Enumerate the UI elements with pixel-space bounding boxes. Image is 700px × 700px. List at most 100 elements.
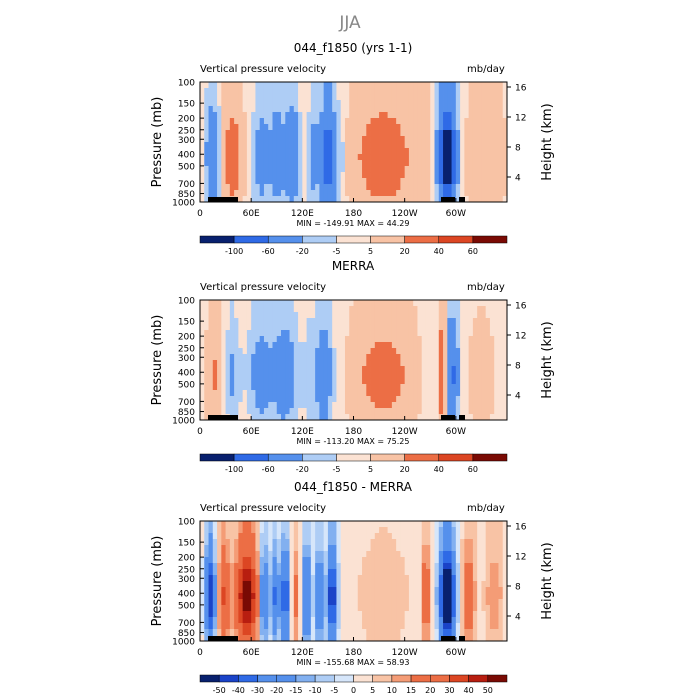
- heatmap-cell: [387, 318, 393, 325]
- heatmap-cell: [472, 360, 478, 367]
- heatmap-cell: [212, 581, 218, 588]
- heatmap-cell: [391, 617, 397, 624]
- heatmap-cell: [229, 124, 235, 131]
- heatmap-cell: [438, 106, 444, 113]
- heatmap-cell: [251, 136, 256, 143]
- heatmap-cell: [259, 160, 265, 167]
- heatmap-cell: [438, 366, 444, 373]
- heatmap-cell: [464, 402, 470, 409]
- heatmap-cell: [430, 533, 435, 540]
- heatmap-cell: [400, 184, 406, 191]
- heatmap-cell: [357, 190, 363, 197]
- heatmap-cell: [485, 136, 491, 143]
- heatmap-cell: [485, 629, 491, 636]
- heatmap-cell: [468, 124, 474, 131]
- heatmap-cell: [204, 569, 209, 576]
- heatmap-cell: [494, 599, 499, 606]
- heatmap-cell: [332, 166, 337, 173]
- heatmap-cell: [229, 142, 235, 149]
- heatmap-cell: [451, 106, 457, 113]
- heatmap-cell: [417, 136, 423, 143]
- heatmap-cell: [396, 178, 401, 185]
- heatmap-cell: [293, 557, 299, 564]
- panel-subtitle-right: mb/day: [467, 64, 505, 75]
- heatmap-cell: [336, 533, 342, 540]
- heatmap-cell: [443, 575, 448, 582]
- heatmap-cell: [443, 88, 448, 95]
- heatmap-cell: [425, 324, 431, 331]
- heatmap-cell: [379, 384, 384, 391]
- heatmap-cell: [246, 88, 252, 95]
- heatmap-cell: [396, 160, 401, 167]
- heatmap-cell: [417, 617, 423, 624]
- heatmap-cell: [319, 617, 325, 624]
- heatmap-cell: [298, 172, 303, 179]
- heatmap-cell: [217, 396, 222, 403]
- heatmap-cell: [323, 545, 329, 552]
- heatmap-cell: [447, 190, 452, 197]
- heatmap-cell: [400, 611, 406, 618]
- heatmap-cell: [315, 587, 320, 594]
- heatmap-cell: [468, 635, 474, 642]
- heatmap-cell: [353, 545, 359, 552]
- heatmap-cell: [379, 396, 384, 403]
- heatmap-cell: [298, 563, 303, 570]
- heatmap-cell: [332, 408, 337, 415]
- heatmap-cell: [494, 551, 499, 558]
- heatmap-cell: [425, 88, 431, 95]
- heatmap-cell: [400, 330, 406, 337]
- heatmap-cell: [344, 196, 350, 203]
- heatmap-cell: [391, 318, 397, 325]
- heatmap-cell: [447, 629, 452, 636]
- heatmap-cell: [327, 130, 333, 137]
- heatmap-cell: [434, 324, 440, 331]
- colorbar-label: -60: [262, 465, 275, 474]
- heatmap-cell: [425, 521, 431, 528]
- heatmap-cell: [238, 623, 244, 630]
- heatmap-cell: [319, 300, 325, 307]
- heatmap-cell: [468, 557, 474, 564]
- heatmap-cell: [285, 533, 290, 540]
- heatmap-cell: [447, 112, 452, 119]
- heatmap-cell: [255, 330, 261, 337]
- heatmap-cell: [255, 124, 261, 131]
- heatmap-cell: [464, 88, 470, 95]
- heatmap-cell: [468, 94, 474, 101]
- heatmap-cell: [302, 306, 307, 313]
- heatmap-cell: [434, 360, 440, 367]
- heatmap-cell: [485, 318, 491, 325]
- heatmap-cell: [357, 366, 363, 373]
- heatmap-cell: [336, 154, 342, 161]
- heatmap-cell: [293, 318, 299, 325]
- heatmap-cell: [438, 172, 444, 179]
- heatmap-cell: [468, 521, 474, 528]
- heatmap-cell: [408, 82, 414, 89]
- heatmap-cell: [460, 551, 465, 558]
- heatmap-cell: [353, 342, 359, 349]
- heatmap-cell: [443, 563, 448, 570]
- heatmap-cell: [455, 324, 461, 331]
- heatmap-cell: [263, 360, 269, 367]
- heatmap-cell: [225, 521, 231, 528]
- heatmap-cell: [204, 106, 209, 113]
- heatmap-cell: [366, 623, 371, 630]
- heatmap-cell: [421, 521, 427, 528]
- heatmap-cell: [336, 336, 342, 343]
- heatmap-cell: [357, 617, 363, 624]
- heatmap-cell: [302, 172, 307, 179]
- y-tick-label: 150: [178, 100, 195, 110]
- heatmap-cell: [447, 330, 452, 337]
- heatmap-cell: [400, 318, 406, 325]
- heatmap-cell: [485, 360, 491, 367]
- heatmap-cell: [302, 136, 307, 143]
- heatmap-cell: [498, 154, 504, 161]
- heatmap-cell: [370, 378, 376, 385]
- heatmap-cell: [404, 82, 410, 89]
- heatmap-cell: [494, 635, 499, 642]
- heatmap-cell: [498, 414, 504, 421]
- heatmap-cell: [229, 154, 235, 161]
- heatmap-cell: [434, 396, 440, 403]
- heatmap-cell: [229, 112, 235, 119]
- heatmap-cell: [289, 623, 295, 630]
- heatmap-cell: [489, 611, 495, 618]
